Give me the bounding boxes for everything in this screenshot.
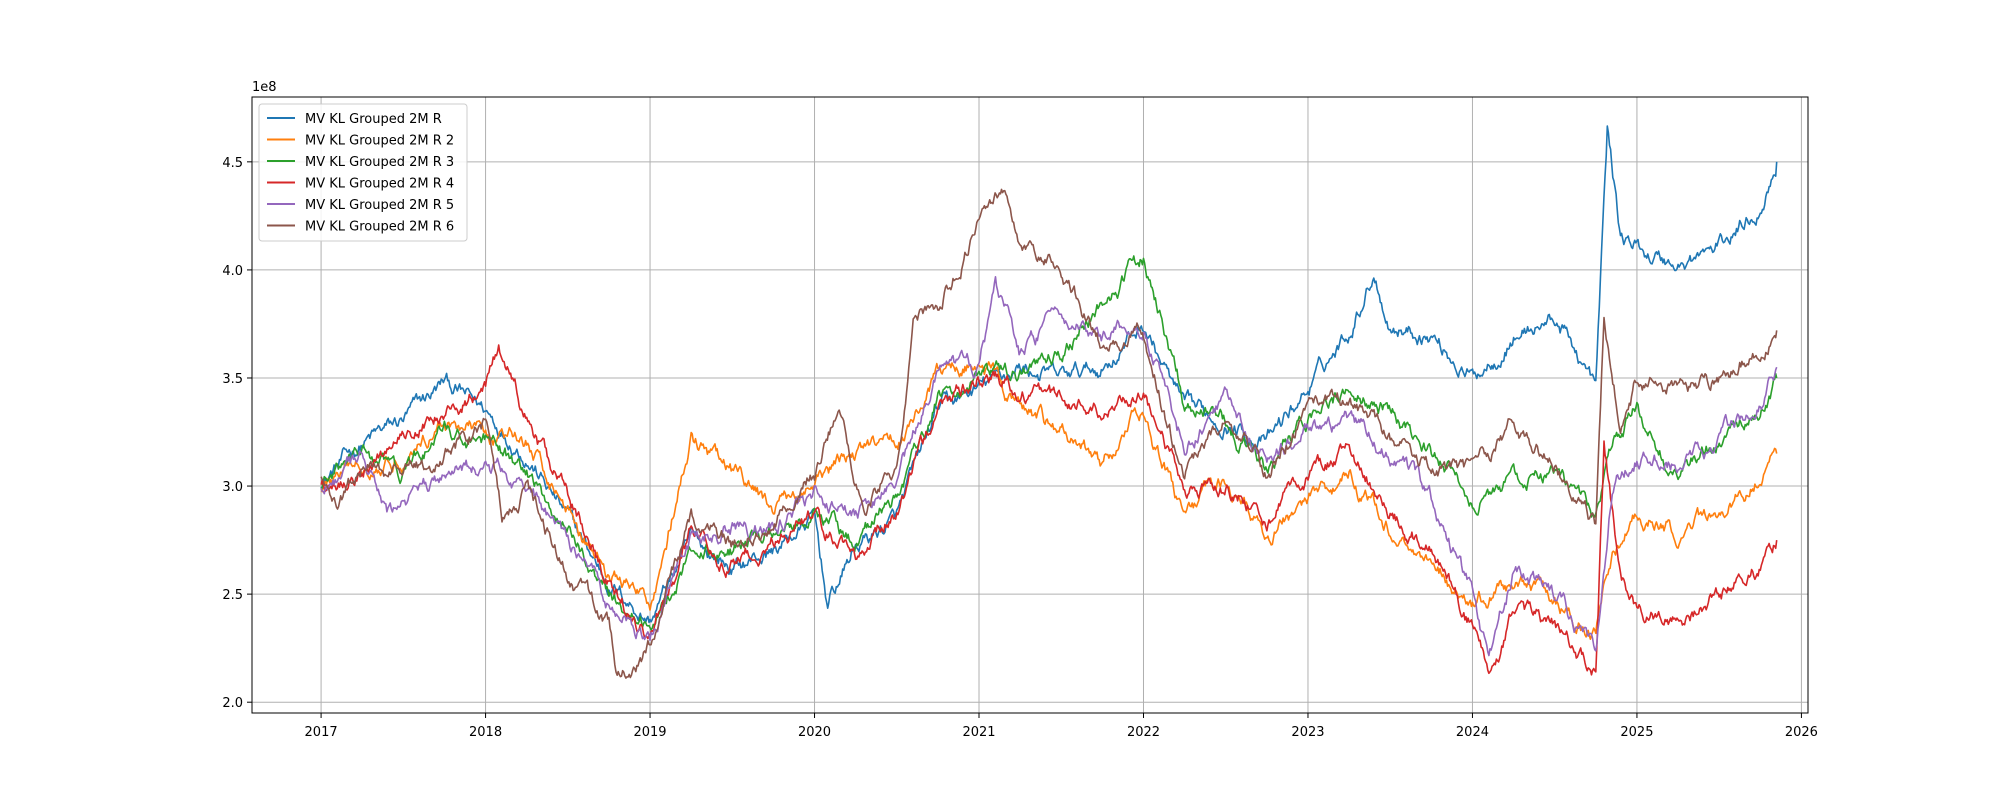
legend-label: MV KL Grouped 2M R 6 (305, 220, 454, 235)
x-tick-label: 2023 (1291, 725, 1324, 740)
series-line (320, 276, 1778, 657)
y-tick-label: 2.0 (222, 696, 243, 711)
series-line (320, 125, 1778, 624)
legend-label: MV KL Grouped 2M R 5 (305, 198, 454, 213)
series-line (320, 361, 1778, 640)
y-axis: 2.0 2.5 3.0 3.5 4.0 4.5 (222, 156, 252, 711)
series-lines (320, 125, 1778, 679)
y-tick-label: 4.0 (222, 264, 243, 279)
x-tick-label: 2020 (798, 725, 831, 740)
x-tick-label: 2017 (305, 725, 338, 740)
y-tick-label: 3.0 (222, 480, 243, 495)
legend-box (258, 103, 468, 242)
x-tick-label: 2021 (962, 725, 995, 740)
series-line (320, 344, 1778, 676)
grid (252, 97, 1808, 713)
y-tick-label: 2.5 (222, 588, 243, 603)
x-tick-label: 2018 (469, 725, 502, 740)
x-tick-label: 2022 (1127, 725, 1160, 740)
legend-label: MV KL Grouped 2M R 2 (305, 134, 454, 149)
y-axis-offset-label: 1e8 (252, 80, 277, 95)
legend-label: MV KL Grouped 2M R (305, 112, 442, 127)
x-axis: 2017 2018 2019 2020 2021 2022 2023 2024 2025 2026 (305, 713, 1818, 740)
y-tick-label: 3.5 (222, 372, 243, 387)
series-line (320, 188, 1778, 679)
legend-label: MV KL Grouped 2M R 4 (305, 177, 454, 192)
x-tick-label: 2019 (633, 725, 666, 740)
series-line (320, 255, 1778, 631)
plot-frame (251, 96, 1809, 714)
legend: MV KL Grouped 2M R MV KL Grouped 2M R 2 MV… (258, 103, 468, 242)
x-tick-label: 2024 (1456, 725, 1489, 740)
x-tick-label: 2026 (1785, 725, 1818, 740)
legend-label: MV KL Grouped 2M R 3 (305, 155, 454, 170)
x-tick-label: 2025 (1620, 725, 1653, 740)
y-tick-label: 4.5 (222, 156, 243, 171)
